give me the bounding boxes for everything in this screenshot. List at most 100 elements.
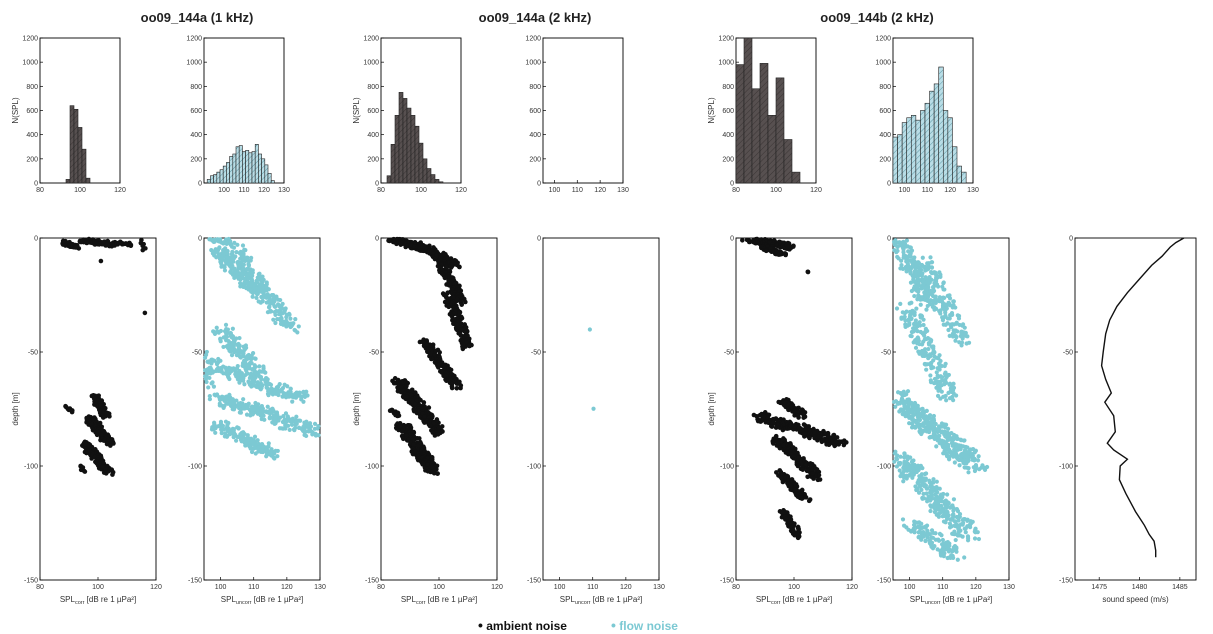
scatter-point bbox=[917, 266, 922, 271]
depth-1-xlabel: SPLcorr [dB re 1 µPa²] bbox=[60, 595, 136, 606]
hist-5-ytick-label: 1000 bbox=[718, 60, 734, 67]
scatter-point bbox=[223, 371, 229, 376]
scatter-point bbox=[945, 492, 950, 497]
hist-bar bbox=[390, 144, 396, 184]
scatter-point bbox=[943, 379, 948, 385]
scatter-point bbox=[257, 282, 263, 287]
scatter-point bbox=[908, 269, 913, 274]
scatter-point bbox=[426, 405, 432, 410]
scatter-point bbox=[964, 341, 969, 346]
scatter-point bbox=[962, 325, 967, 330]
scatter-point bbox=[128, 242, 134, 248]
scatter-point bbox=[807, 497, 813, 502]
scatter-point bbox=[907, 301, 912, 306]
scatter-point bbox=[900, 310, 905, 315]
scatter-point bbox=[244, 442, 249, 447]
hist-3-ytick-label: 0 bbox=[375, 181, 379, 188]
hist-bar bbox=[238, 145, 243, 184]
scatter-point bbox=[261, 277, 266, 282]
scatter-point bbox=[231, 245, 237, 250]
scatter-point bbox=[288, 389, 293, 395]
scatter-point bbox=[293, 425, 298, 431]
hist-bar bbox=[219, 169, 224, 184]
scatter-point bbox=[894, 457, 900, 462]
scatter-point bbox=[919, 286, 924, 291]
scatter-point bbox=[796, 531, 801, 537]
hist-bar bbox=[410, 115, 416, 184]
scatter-point bbox=[245, 356, 250, 362]
scatter-point bbox=[275, 454, 280, 459]
scatter-point bbox=[279, 426, 284, 431]
scatter-point bbox=[982, 467, 988, 472]
scatter-point bbox=[241, 262, 246, 267]
scatter-point bbox=[790, 527, 796, 533]
hist-bar bbox=[229, 156, 234, 184]
scatter-point bbox=[241, 266, 246, 271]
hist-bar bbox=[394, 115, 400, 184]
hist-bar bbox=[222, 165, 227, 184]
hist-bar bbox=[961, 171, 967, 184]
depth-4-ytick-label: 0 bbox=[537, 236, 541, 243]
scatter-point bbox=[240, 243, 246, 248]
scatter-point bbox=[951, 497, 957, 502]
scatter-point bbox=[295, 330, 300, 335]
scatter-point bbox=[926, 346, 931, 352]
scatter-point bbox=[800, 467, 806, 472]
scatter-point bbox=[949, 389, 954, 394]
scatter-point bbox=[757, 418, 763, 423]
scatter-point bbox=[917, 407, 922, 412]
scatter-point bbox=[947, 296, 953, 301]
scatter-point bbox=[922, 361, 927, 367]
scatter-point bbox=[216, 246, 222, 251]
scatter-point bbox=[934, 385, 939, 390]
scatter-point bbox=[895, 244, 900, 250]
depth-5-xlabel: SPLcorr [dB re 1 µPa²] bbox=[756, 595, 832, 606]
hist-bar bbox=[952, 146, 958, 184]
scatter-point bbox=[947, 303, 952, 308]
scatter-point bbox=[932, 381, 937, 386]
scatter-point bbox=[912, 321, 917, 326]
scatter-point bbox=[292, 327, 297, 333]
depth-4-ytick-label: -100 bbox=[527, 464, 541, 471]
scatter-point bbox=[304, 419, 309, 424]
scatter-point bbox=[942, 302, 947, 307]
scatter-point bbox=[260, 299, 265, 304]
scatter-point bbox=[920, 410, 925, 415]
scatter-point bbox=[917, 417, 923, 423]
scatter-point bbox=[283, 411, 289, 416]
scatter-point bbox=[446, 304, 452, 310]
scatter-point bbox=[301, 399, 306, 404]
scatter-point bbox=[928, 255, 933, 260]
hist-2-ytick-label: 1200 bbox=[186, 36, 202, 43]
hist-bar bbox=[216, 171, 221, 184]
scatter-point bbox=[944, 509, 949, 514]
scatter-point bbox=[922, 290, 927, 295]
scatter-point bbox=[205, 359, 210, 364]
scatter-point bbox=[213, 368, 219, 374]
scatter-point bbox=[908, 316, 914, 322]
scatter-point bbox=[908, 312, 913, 318]
scatter-point bbox=[98, 258, 104, 264]
hist-bar bbox=[73, 108, 79, 184]
scatter-point bbox=[932, 350, 937, 355]
scatter-point bbox=[947, 525, 953, 530]
hist-3-ytick-label: 200 bbox=[367, 156, 379, 163]
scatter-point bbox=[73, 245, 78, 250]
scatter-point bbox=[231, 266, 236, 271]
scatter-point bbox=[916, 289, 921, 294]
hist-bar bbox=[434, 179, 440, 184]
scatter-point bbox=[937, 363, 942, 368]
scatter-point bbox=[965, 517, 970, 522]
scatter-point bbox=[278, 388, 284, 393]
hist-bar bbox=[915, 119, 921, 184]
scatter-point bbox=[259, 377, 264, 382]
scatter-point bbox=[909, 334, 914, 339]
scatter-point bbox=[958, 333, 963, 339]
depth-5-ytick-label: -100 bbox=[720, 464, 734, 471]
scatter-point bbox=[932, 509, 937, 515]
scatter-point bbox=[237, 335, 242, 341]
scatter-point bbox=[900, 245, 906, 250]
scatter-point bbox=[902, 392, 907, 398]
